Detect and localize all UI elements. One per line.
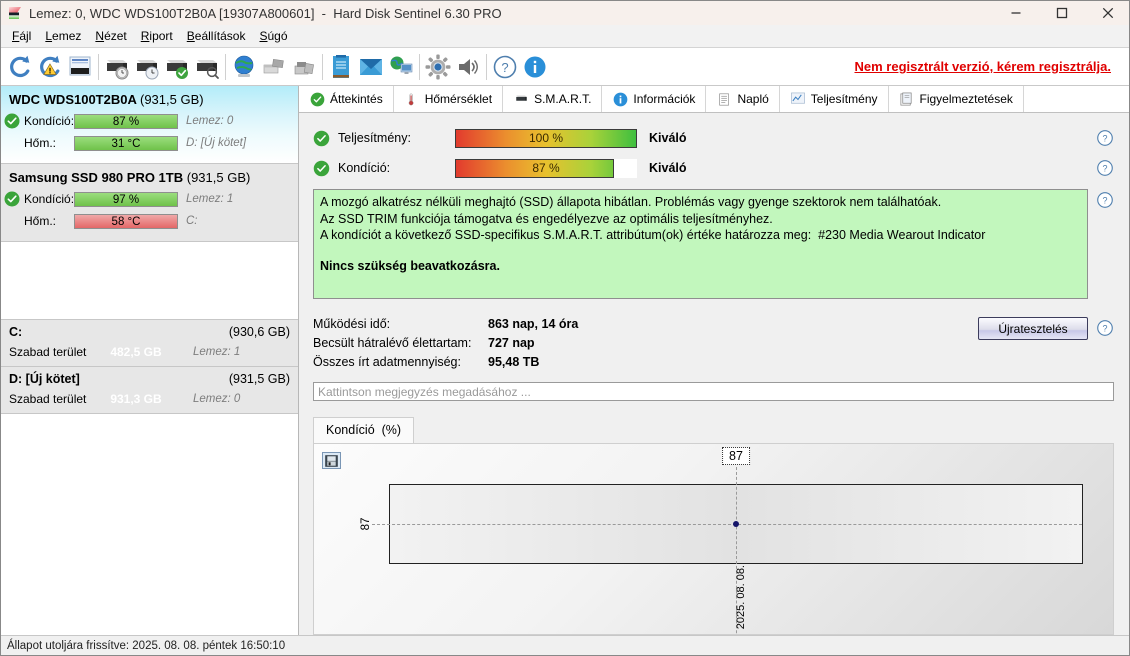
svg-text:?: ? bbox=[1102, 195, 1107, 205]
svg-text:?: ? bbox=[1102, 163, 1107, 173]
svg-text:?: ? bbox=[501, 60, 508, 75]
svg-text:?: ? bbox=[1102, 323, 1107, 333]
svg-text:?: ? bbox=[1102, 133, 1107, 143]
